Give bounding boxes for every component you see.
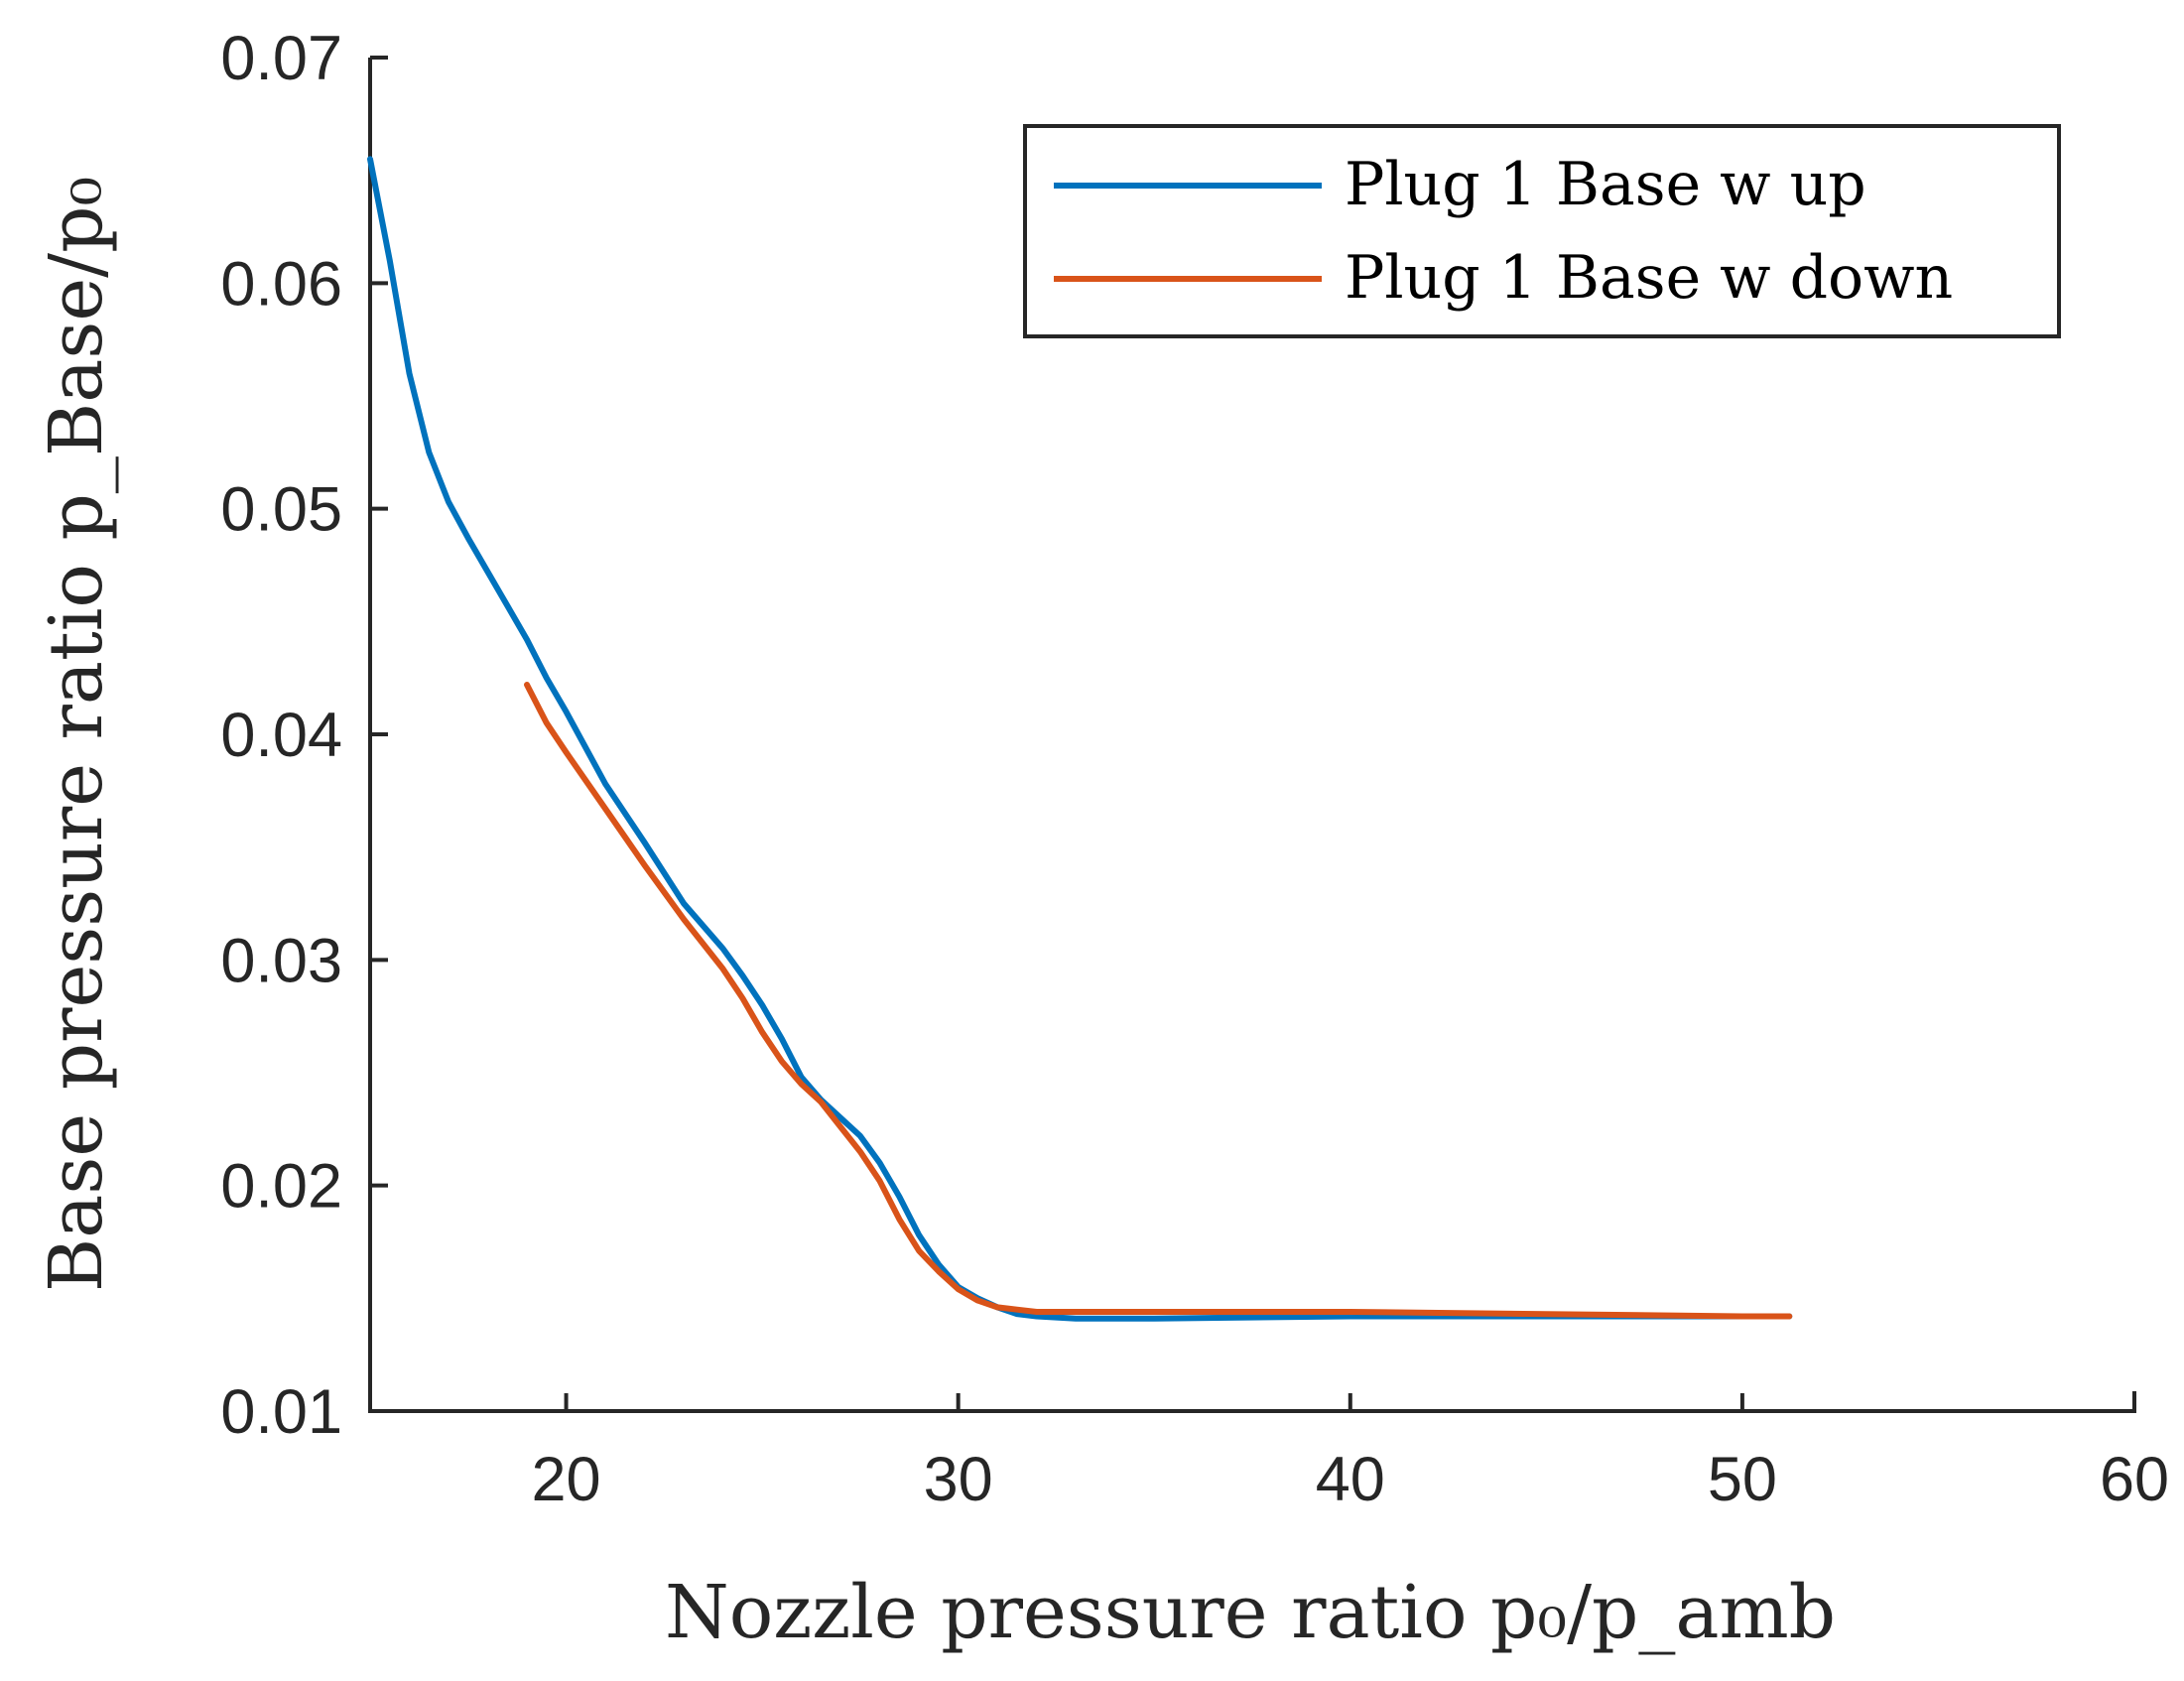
plot-series bbox=[367, 156, 1793, 1322]
y-tick-label: 0.05 bbox=[220, 475, 342, 545]
y-tick-label: 0.03 bbox=[220, 926, 342, 995]
y-tick-label: 0.04 bbox=[220, 701, 342, 770]
y-axis-label: Base pressure ratio p_Base/p₀ bbox=[34, 177, 119, 1292]
x-axis-ticks: 20 30 40 50 60 bbox=[532, 1393, 2169, 1514]
legend-label-series-1: Plug 1 Base w up bbox=[1345, 150, 1866, 219]
legend: Plug 1 Base w up Plug 1 Base w down bbox=[1023, 124, 2061, 338]
x-tick-label: 50 bbox=[1708, 1445, 1777, 1514]
y-tick-label: 0.07 bbox=[220, 24, 342, 93]
y-axis-label-text: Base pressure ratio p_Base/p₀ bbox=[34, 177, 119, 1292]
x-axis-label: Nozzle pressure ratio p₀/p_amb bbox=[665, 1570, 1836, 1655]
legend-box bbox=[1023, 124, 2061, 338]
y-tick-label: 0.06 bbox=[220, 249, 342, 319]
y-tick-label: 0.01 bbox=[220, 1377, 342, 1447]
x-tick-label: 60 bbox=[2100, 1445, 2169, 1514]
y-axis-ticks: 0.01 0.02 0.03 0.04 0.05 0.06 0.07 bbox=[220, 24, 388, 1447]
x-tick-label: 20 bbox=[532, 1445, 601, 1514]
series-line-2 bbox=[524, 682, 1793, 1320]
x-tick-label: 30 bbox=[924, 1445, 993, 1514]
y-tick-label: 0.02 bbox=[220, 1152, 342, 1222]
x-tick-label: 40 bbox=[1316, 1445, 1385, 1514]
series-line-1 bbox=[367, 156, 1793, 1322]
x-axis-label-text: Nozzle pressure ratio p₀/p_amb bbox=[665, 1570, 1836, 1655]
legend-label-series-2: Plug 1 Base w down bbox=[1345, 243, 1953, 313]
